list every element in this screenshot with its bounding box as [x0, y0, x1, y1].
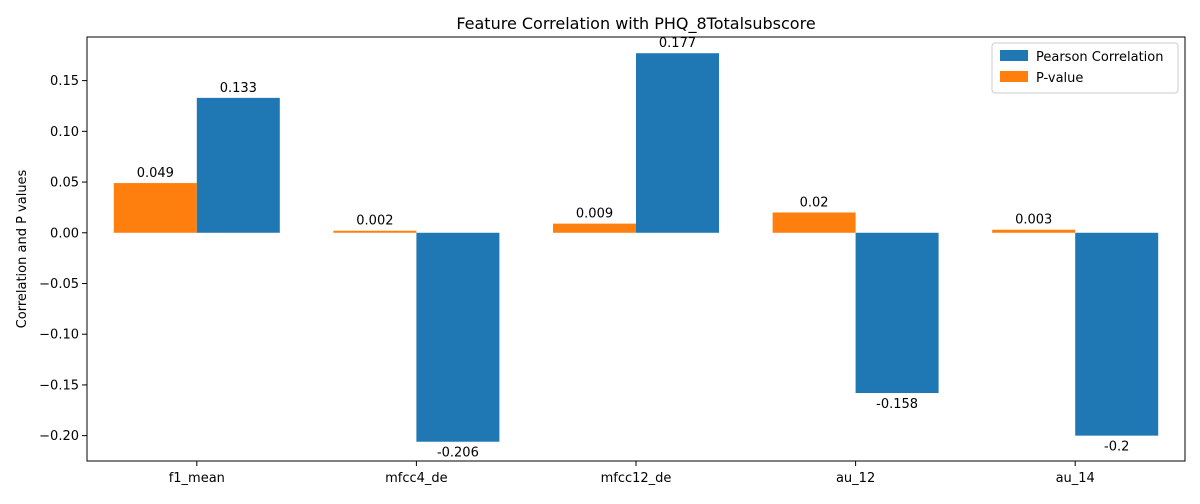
data-label-p-value-mfcc12_de: 0.009 [576, 207, 613, 222]
bar-pearson-au_12 [855, 232, 939, 394]
y-tick-label: −0.10 [39, 328, 79, 343]
y-tick-label: 0.05 [50, 176, 79, 191]
legend-label-1: P-value [1036, 71, 1083, 86]
y-tick-label: 0.10 [50, 125, 79, 140]
bar-pearson-mfcc4_de [416, 232, 500, 442]
x-tick-label-f1_mean: f1_mean [169, 471, 225, 486]
bar-p-value-au_14 [992, 229, 1076, 233]
y-tick-label: −0.15 [39, 378, 79, 393]
legend-swatch-1 [1000, 71, 1028, 82]
y-axis-label: Correlation and P values [15, 169, 30, 328]
data-label-p-value-f1_mean: 0.049 [137, 166, 174, 181]
y-tick-label: −0.05 [39, 277, 79, 292]
data-label-pearson-mfcc12_de: 0.177 [659, 36, 696, 51]
x-tick-label-au_14: au_14 [1056, 471, 1095, 486]
bar-p-value-au_12 [772, 212, 856, 233]
bar-pearson-mfcc12_de [636, 53, 719, 233]
x-tick-label-au_12: au_12 [836, 471, 875, 486]
legend-swatch-0 [1000, 50, 1028, 61]
data-label-pearson-f1_mean: 0.133 [220, 81, 257, 96]
bar-p-value-mfcc4_de [333, 230, 417, 233]
x-tick-label-mfcc12_de: mfcc12_de [601, 471, 672, 486]
bar-p-value-mfcc12_de [553, 223, 636, 233]
data-label-pearson-au_14: -0.2 [1104, 440, 1129, 455]
bar-pearson-f1_mean [196, 97, 280, 233]
y-tick-label: 0.00 [50, 226, 79, 241]
legend-label-0: Pearson Correlation [1036, 50, 1163, 65]
plot-area: 0.049 0.133 f1_mean 0.002 -0.206 mfcc4_de 0.00… [39, 36, 1186, 486]
plot-frame [86, 36, 1186, 462]
legend-box [991, 42, 1179, 94]
legend: Pearson Correlation P-value [991, 42, 1179, 94]
x-tick-label-mfcc4_de: mfcc4_de [385, 471, 448, 486]
chart-title: Feature Correlation with PHQ_8Totalsubsc… [456, 14, 815, 34]
data-label-p-value-au_14: 0.003 [1015, 213, 1052, 228]
data-label-pearson-au_12: -0.158 [876, 397, 918, 412]
data-label-p-value-mfcc4_de: 0.002 [356, 214, 393, 229]
y-tick-label: 0.15 [50, 74, 79, 89]
data-label-p-value-au_12: 0.02 [800, 195, 829, 210]
bar-pearson-au_14 [1075, 232, 1159, 436]
data-label-pearson-mfcc4_de: -0.206 [437, 446, 479, 461]
y-tick-label: −0.20 [39, 429, 79, 444]
bar-p-value-f1_mean [113, 183, 197, 233]
